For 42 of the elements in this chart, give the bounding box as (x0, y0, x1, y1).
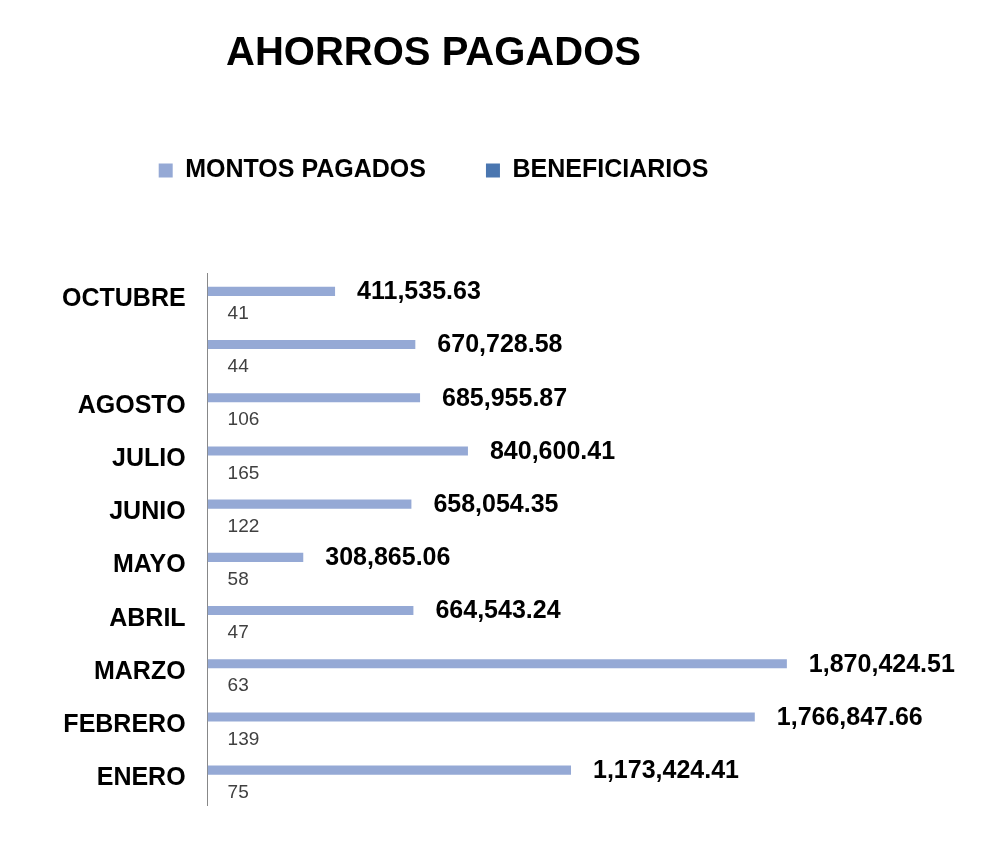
bar (207, 499, 412, 509)
data-label: 165 (227, 461, 260, 483)
bar (207, 659, 787, 669)
y-tick-label: JUNIO (109, 496, 186, 525)
data-label: 41 (227, 302, 249, 324)
data-label: 411,535.63 (357, 276, 481, 305)
y-tick-label: OCTUBRE (62, 283, 186, 312)
data-label: 685,955.87 (442, 382, 568, 411)
y-tick-label: AGOSTO (77, 389, 186, 418)
data-label: 658,054.35 (433, 489, 559, 518)
data-label: 308,865.06 (325, 542, 451, 571)
data-label: 139 (227, 727, 260, 749)
y-tick-label: MARZO (93, 655, 186, 684)
y-tick-label: MAYO (112, 549, 186, 578)
data-label: 47 (227, 621, 249, 643)
bar (207, 765, 572, 775)
bar (207, 393, 421, 403)
data-label: 1,766,847.66 (776, 701, 923, 730)
bar (207, 712, 755, 722)
bar (207, 606, 414, 616)
data-label: 122 (227, 514, 260, 536)
data-label: 840,600.41 (489, 435, 616, 464)
y-tick-label: FEBRERO (63, 709, 186, 738)
y-tick-label: ABRIL (109, 602, 186, 631)
data-label: 106 (227, 408, 260, 430)
legend-label: BENEFICIARIOS (512, 154, 709, 183)
bar (207, 552, 304, 562)
data-label: 1,173,424.41 (593, 755, 740, 784)
data-label: 44 (227, 355, 250, 377)
bar (207, 286, 336, 296)
bar (207, 340, 416, 350)
chart-title: AHORROS PAGADOS (226, 29, 641, 74)
data-label: 75 (227, 780, 249, 802)
y-tick-label: JULIO (111, 443, 186, 472)
y-tick-label: ENERO (96, 762, 186, 791)
data-label: 58 (227, 568, 249, 590)
data-label: 63 (227, 674, 249, 696)
data-label: 664,543.24 (435, 595, 561, 624)
data-label: 670,728.58 (437, 329, 563, 358)
data-label: 1,870,424.51 (808, 648, 955, 677)
bar (207, 446, 468, 456)
legend-label: MONTOS PAGADOS (185, 154, 426, 183)
